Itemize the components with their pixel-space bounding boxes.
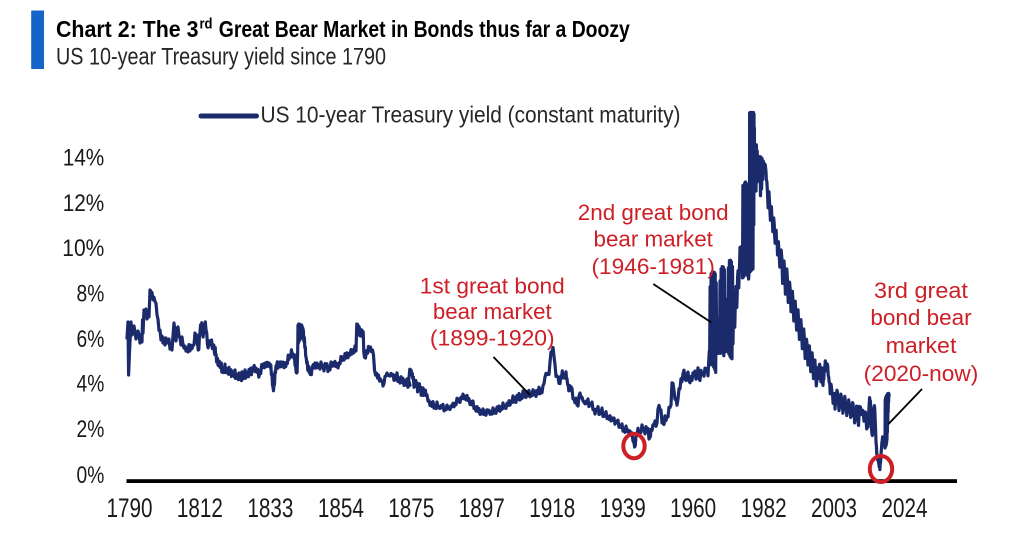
svg-text:1812: 1812 (177, 493, 223, 523)
svg-text:12%: 12% (63, 190, 105, 217)
svg-text:rd: rd (200, 16, 213, 33)
svg-text:6%: 6% (77, 326, 105, 353)
svg-text:1833: 1833 (247, 493, 293, 523)
svg-text:1897: 1897 (459, 493, 505, 523)
svg-text:1st great bond: 1st great bond (420, 274, 565, 299)
svg-text:14%: 14% (63, 144, 105, 171)
svg-text:8%: 8% (77, 281, 105, 308)
svg-text:4%: 4% (77, 371, 105, 398)
svg-text:1960: 1960 (670, 493, 716, 523)
svg-text:Great Bear Market in Bonds thu: Great Bear Market in Bonds thus far a Do… (219, 16, 630, 42)
svg-text:2024: 2024 (882, 493, 928, 523)
svg-text:bond bear: bond bear (870, 305, 971, 330)
svg-text:1790: 1790 (107, 493, 153, 523)
svg-text:bear market: bear market (433, 299, 552, 324)
svg-text:Chart 2: The 3: Chart 2: The 3 (56, 16, 199, 42)
svg-text:(2020-now): (2020-now) (864, 361, 979, 386)
svg-text:market: market (886, 333, 957, 358)
svg-text:(1946-1981): (1946-1981) (592, 254, 715, 279)
svg-text:2003: 2003 (811, 493, 857, 523)
svg-text:US 10-year Treasury yield (con: US 10-year Treasury yield (constant matu… (261, 102, 681, 128)
svg-text:US 10-year Treasury yield sinc: US 10-year Treasury yield since 1790 (56, 44, 386, 71)
svg-text:10%: 10% (62, 235, 104, 262)
svg-text:1854: 1854 (318, 493, 364, 523)
svg-text:1982: 1982 (741, 493, 787, 523)
svg-text:(1899-1920): (1899-1920) (430, 326, 555, 351)
svg-text:1918: 1918 (529, 493, 575, 523)
svg-text:0%: 0% (77, 462, 105, 489)
svg-text:bear market: bear market (594, 226, 713, 251)
svg-text:3rd great: 3rd great (874, 278, 968, 303)
svg-text:2nd great bond: 2nd great bond (578, 200, 729, 225)
svg-text:1875: 1875 (388, 493, 434, 523)
svg-text:1939: 1939 (600, 493, 646, 523)
svg-text:2%: 2% (77, 416, 105, 443)
